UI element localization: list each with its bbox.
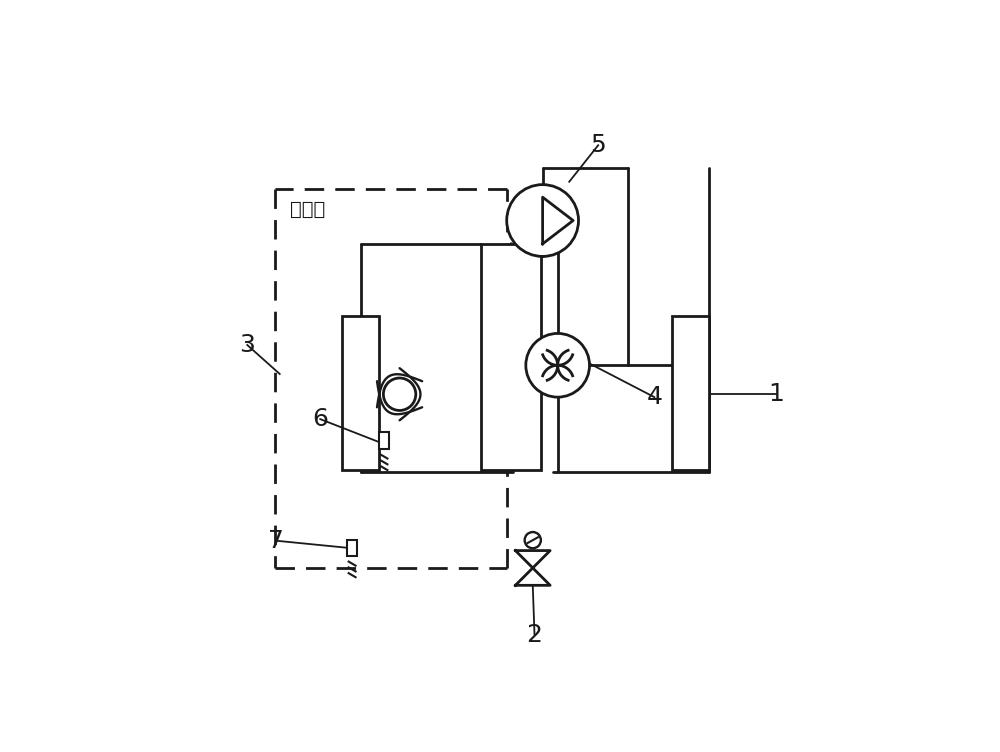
Text: 4: 4 bbox=[646, 385, 662, 409]
Polygon shape bbox=[515, 550, 550, 568]
Polygon shape bbox=[543, 197, 573, 244]
Text: 2: 2 bbox=[527, 623, 543, 647]
Text: 6: 6 bbox=[312, 407, 328, 431]
Circle shape bbox=[383, 378, 416, 411]
Circle shape bbox=[507, 185, 579, 256]
Text: 5: 5 bbox=[590, 133, 606, 157]
Bar bbox=[481, 244, 541, 469]
Polygon shape bbox=[515, 568, 550, 585]
Circle shape bbox=[526, 333, 590, 397]
Circle shape bbox=[525, 532, 541, 548]
Bar bbox=[347, 540, 357, 556]
Text: 空气侧: 空气侧 bbox=[290, 199, 325, 218]
Bar bbox=[672, 316, 709, 469]
Text: 7: 7 bbox=[268, 529, 284, 553]
Bar bbox=[342, 316, 379, 469]
Text: 1: 1 bbox=[768, 382, 784, 406]
Text: 3: 3 bbox=[239, 333, 255, 357]
Bar bbox=[379, 432, 389, 449]
